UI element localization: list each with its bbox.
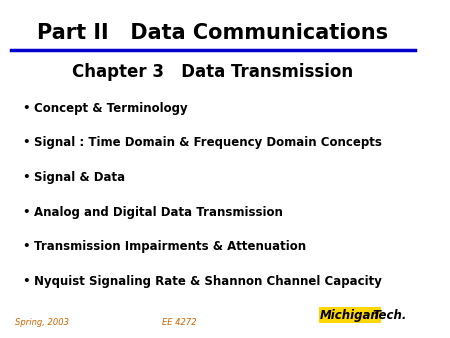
Text: Part II   Data Communications: Part II Data Communications <box>37 23 388 43</box>
Text: Michigan: Michigan <box>320 309 380 321</box>
Text: Concept & Terminology: Concept & Terminology <box>34 102 188 115</box>
Text: •: • <box>22 240 30 253</box>
Text: Signal : Time Domain & Frequency Domain Concepts: Signal : Time Domain & Frequency Domain … <box>34 137 382 149</box>
Text: Signal & Data: Signal & Data <box>34 171 125 184</box>
Text: Analog and Digital Data Transmission: Analog and Digital Data Transmission <box>34 206 283 219</box>
Text: Tech.: Tech. <box>372 309 406 321</box>
Text: Spring, 2003: Spring, 2003 <box>15 318 69 327</box>
Text: EE 4272: EE 4272 <box>162 318 197 327</box>
Text: •: • <box>22 206 30 219</box>
Text: •: • <box>22 274 30 288</box>
Text: •: • <box>22 137 30 149</box>
Text: •: • <box>22 171 30 184</box>
Text: Transmission Impairments & Attenuation: Transmission Impairments & Attenuation <box>34 240 306 253</box>
Text: Chapter 3   Data Transmission: Chapter 3 Data Transmission <box>72 64 354 81</box>
Text: Nyquist Signaling Rate & Shannon Channel Capacity: Nyquist Signaling Rate & Shannon Channel… <box>34 274 382 288</box>
Text: •: • <box>22 102 30 115</box>
